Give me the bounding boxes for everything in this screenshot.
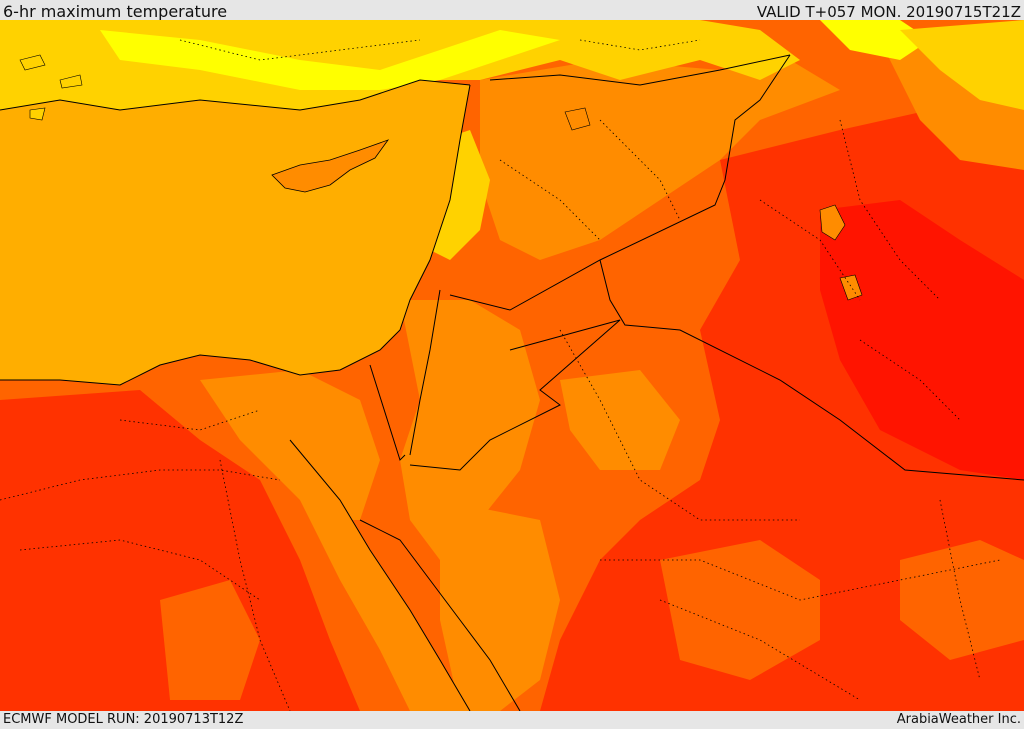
zone-cool-taurus bbox=[100, 30, 560, 90]
coastline-levant bbox=[0, 84, 471, 386]
zone-mild-iran bbox=[900, 20, 1024, 110]
zone-warm-levant bbox=[400, 300, 540, 560]
aegean-islands bbox=[19, 54, 83, 121]
border-turkey-syria bbox=[489, 54, 791, 86]
lake-tharthar bbox=[819, 204, 846, 241]
model-run-label: ECMWF MODEL RUN: 20190713T12Z bbox=[3, 712, 244, 727]
coastline-anatolia bbox=[0, 79, 471, 111]
border-iraq-saudi bbox=[599, 259, 1024, 481]
lake-razazza bbox=[839, 274, 863, 301]
valid-time: VALID T+057 MON. 20190715T21Z bbox=[756, 3, 1021, 21]
header-bar: 6-hr maximum temperature VALID T+057 MON… bbox=[0, 0, 1024, 21]
admin-boundaries bbox=[0, 39, 1001, 711]
cyprus-island bbox=[271, 139, 390, 193]
red-sea bbox=[285, 440, 470, 711]
temperature-map bbox=[0, 20, 1024, 711]
zone-extreme-iraq bbox=[820, 200, 1024, 480]
border-egypt-israel bbox=[369, 364, 406, 461]
zone-warm-jordan bbox=[560, 370, 680, 470]
coastline-red-sea-east bbox=[359, 519, 521, 711]
map-canvas bbox=[0, 20, 1024, 711]
zone-very-hot-egypt bbox=[0, 390, 360, 711]
lake-assad bbox=[564, 107, 591, 131]
zone-warm-hejaz bbox=[440, 500, 560, 711]
border-jordan-saudi bbox=[409, 319, 621, 471]
footer-bar: ECMWF MODEL RUN: 20190713T12Z ArabiaWeat… bbox=[0, 711, 1024, 729]
map-title: 6-hr maximum temperature bbox=[3, 2, 228, 21]
border-syria-iraq-jordan bbox=[449, 54, 791, 311]
zone-hot-patch-east bbox=[900, 540, 1024, 660]
coastline-red-sea-west bbox=[289, 439, 471, 711]
border-jordan-river bbox=[409, 289, 441, 456]
zone-hot-patch-arabia bbox=[660, 540, 820, 680]
zone-hot-patch-egypt bbox=[160, 580, 260, 700]
credit-label: ArabiaWeather Inc. bbox=[896, 712, 1021, 727]
